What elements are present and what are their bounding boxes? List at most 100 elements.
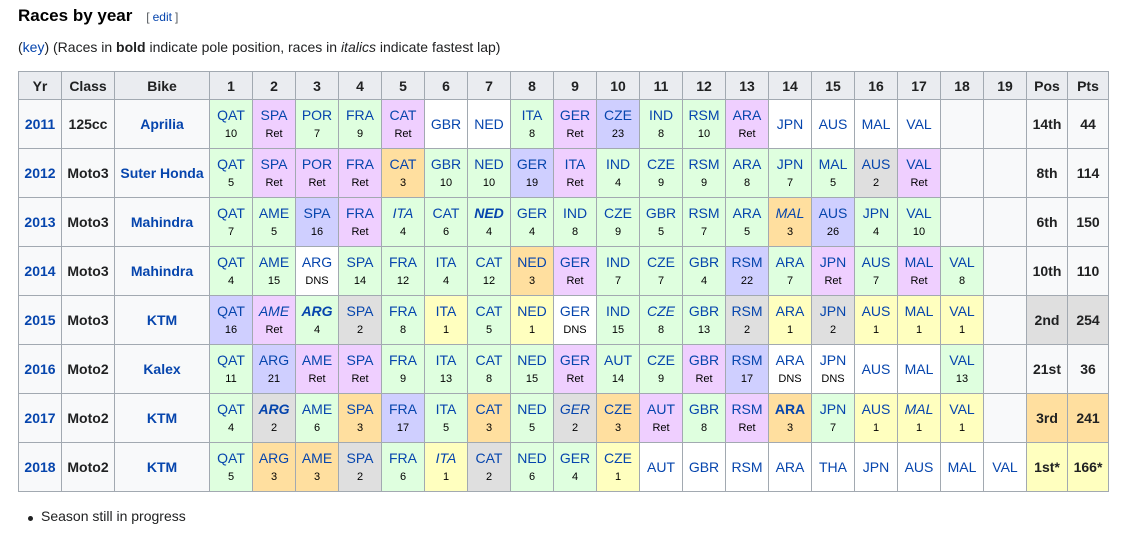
race-link[interactable]: RSM bbox=[731, 401, 763, 418]
race-link[interactable]: AME bbox=[301, 352, 333, 369]
race-link[interactable]: FRA bbox=[389, 352, 417, 369]
race-link[interactable]: JPN bbox=[862, 205, 890, 222]
race-link[interactable]: AUS bbox=[818, 115, 848, 132]
race-link[interactable]: VAL bbox=[906, 205, 932, 222]
race-link[interactable]: RSM bbox=[731, 458, 763, 475]
race-link[interactable]: THA bbox=[819, 458, 847, 475]
race-link[interactable]: GBR bbox=[430, 115, 462, 132]
race-link[interactable]: AUS bbox=[861, 360, 891, 377]
race-link[interactable]: ARA bbox=[775, 458, 805, 475]
race-link[interactable]: GBR bbox=[688, 401, 720, 418]
race-link[interactable]: MAL bbox=[775, 205, 805, 222]
race-link[interactable]: VAL bbox=[949, 254, 975, 271]
race-link[interactable]: MAL bbox=[904, 254, 934, 271]
race-link[interactable]: IND bbox=[605, 156, 631, 173]
race-link[interactable]: MAL bbox=[904, 401, 934, 418]
race-link[interactable]: VAL bbox=[949, 352, 975, 369]
race-link[interactable]: ARA bbox=[775, 352, 805, 369]
race-link[interactable]: CZE bbox=[647, 156, 675, 173]
race-link[interactable]: RSM bbox=[688, 156, 720, 173]
race-link[interactable]: NED bbox=[517, 303, 547, 320]
race-link[interactable]: JPN bbox=[819, 303, 847, 320]
race-link[interactable]: ARG bbox=[258, 450, 290, 467]
race-link[interactable]: ARG bbox=[258, 401, 290, 418]
race-link[interactable]: NED bbox=[517, 401, 547, 418]
race-link[interactable]: GER bbox=[516, 156, 548, 173]
race-link[interactable]: NED bbox=[517, 450, 547, 467]
race-link[interactable]: GER bbox=[559, 107, 591, 124]
race-link[interactable]: QAT bbox=[217, 156, 245, 173]
bike-link[interactable]: Aprilia bbox=[140, 115, 184, 132]
race-link[interactable]: CAT bbox=[389, 156, 417, 173]
race-link[interactable]: ARA bbox=[732, 156, 762, 173]
race-link[interactable]: QAT bbox=[217, 107, 245, 124]
race-link[interactable]: RSM bbox=[731, 303, 763, 320]
race-link[interactable]: CAT bbox=[475, 254, 503, 271]
race-link[interactable]: QAT bbox=[217, 205, 245, 222]
race-link[interactable]: AME bbox=[258, 254, 290, 271]
race-link[interactable]: MAL bbox=[861, 115, 891, 132]
race-link[interactable]: SPA bbox=[303, 205, 331, 222]
race-link[interactable]: MAL bbox=[904, 303, 934, 320]
race-link[interactable]: CAT bbox=[475, 401, 503, 418]
race-link[interactable]: JPN bbox=[776, 115, 804, 132]
race-link[interactable]: CZE bbox=[647, 254, 675, 271]
race-link[interactable]: GBR bbox=[688, 303, 720, 320]
year-link[interactable]: 2017 bbox=[24, 409, 56, 426]
race-link[interactable]: POR bbox=[301, 156, 333, 173]
race-link[interactable]: SPA bbox=[346, 401, 374, 418]
race-link[interactable]: QAT bbox=[217, 450, 245, 467]
race-link[interactable]: IND bbox=[648, 107, 674, 124]
race-link[interactable]: ARA bbox=[732, 107, 762, 124]
race-link[interactable]: AUS bbox=[818, 205, 848, 222]
race-link[interactable]: VAL bbox=[949, 401, 975, 418]
race-link[interactable]: QAT bbox=[217, 401, 245, 418]
race-link[interactable]: SPA bbox=[346, 254, 374, 271]
race-link[interactable]: AUT bbox=[647, 401, 675, 418]
bike-link[interactable]: KTM bbox=[146, 311, 178, 328]
race-link[interactable]: CZE bbox=[604, 450, 632, 467]
year-link[interactable]: 2012 bbox=[24, 164, 56, 181]
race-link[interactable]: CAT bbox=[475, 352, 503, 369]
race-link[interactable]: AUS bbox=[861, 401, 891, 418]
race-link[interactable]: JPN bbox=[819, 352, 847, 369]
race-link[interactable]: CZE bbox=[604, 205, 632, 222]
race-link[interactable]: AUS bbox=[861, 254, 891, 271]
race-link[interactable]: QAT bbox=[217, 352, 245, 369]
race-link[interactable]: POR bbox=[301, 107, 333, 124]
race-link[interactable]: GBR bbox=[688, 352, 720, 369]
race-link[interactable]: AUS bbox=[861, 156, 891, 173]
race-link[interactable]: ARA bbox=[774, 401, 806, 418]
race-link[interactable]: ARA bbox=[732, 205, 762, 222]
race-link[interactable]: ITA bbox=[435, 450, 457, 467]
race-link[interactable]: GER bbox=[559, 254, 591, 271]
bike-link[interactable]: KTM bbox=[146, 458, 178, 475]
race-link[interactable]: CZE bbox=[647, 303, 675, 320]
race-link[interactable]: AME bbox=[301, 450, 333, 467]
race-link[interactable]: QAT bbox=[217, 303, 245, 320]
race-link[interactable]: ITA bbox=[564, 156, 586, 173]
race-link[interactable]: RSM bbox=[731, 352, 763, 369]
race-link[interactable]: GBR bbox=[430, 156, 462, 173]
race-link[interactable]: CAT bbox=[475, 303, 503, 320]
race-link[interactable]: GER bbox=[559, 450, 591, 467]
race-link[interactable]: NED bbox=[474, 205, 504, 222]
race-link[interactable]: ITA bbox=[435, 352, 457, 369]
bike-link[interactable]: Kalex bbox=[143, 360, 181, 377]
race-link[interactable]: CZE bbox=[604, 401, 632, 418]
race-link[interactable]: GBR bbox=[688, 254, 720, 271]
race-link[interactable]: VAL bbox=[949, 303, 975, 320]
edit-link[interactable]: edit bbox=[152, 10, 172, 24]
race-link[interactable]: ARG bbox=[301, 303, 333, 320]
race-link[interactable]: ARA bbox=[775, 303, 805, 320]
year-link[interactable]: 2014 bbox=[24, 262, 56, 279]
year-link[interactable]: 2011 bbox=[24, 115, 56, 132]
race-link[interactable]: IND bbox=[562, 205, 588, 222]
race-link[interactable]: RSM bbox=[731, 254, 763, 271]
race-link[interactable]: AME bbox=[301, 401, 333, 418]
race-link[interactable]: GER bbox=[559, 303, 591, 320]
race-link[interactable]: NED bbox=[517, 254, 547, 271]
key-link[interactable]: key bbox=[22, 39, 45, 55]
race-link[interactable]: RSM bbox=[688, 205, 720, 222]
race-link[interactable]: GBR bbox=[688, 458, 720, 475]
